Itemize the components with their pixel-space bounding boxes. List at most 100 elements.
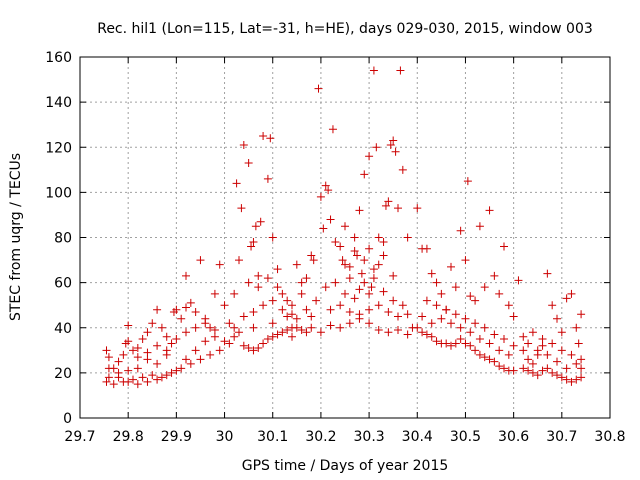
- data-point: [326, 321, 335, 330]
- data-point: [249, 346, 258, 355]
- data-point: [182, 355, 190, 364]
- x-tick-label: 30.4: [402, 429, 433, 445]
- data-point: [396, 66, 405, 75]
- data-point: [413, 204, 422, 213]
- y-tick-label: 40: [54, 321, 72, 337]
- data-point: [254, 283, 263, 292]
- data-point: [572, 359, 581, 368]
- data-point: [403, 310, 412, 319]
- x-tick-label: 30.7: [546, 429, 577, 445]
- data-point: [355, 310, 364, 319]
- data-point: [268, 332, 277, 341]
- data-point: [350, 233, 359, 242]
- data-point: [422, 244, 431, 253]
- data-point: [500, 364, 508, 373]
- x-tick-label: 30.1: [257, 429, 288, 445]
- data-point: [230, 289, 239, 298]
- data-point: [381, 201, 390, 210]
- data-point: [384, 307, 393, 316]
- data-point: [201, 319, 210, 328]
- data-point: [292, 323, 301, 332]
- data-point: [263, 274, 272, 283]
- data-point: [398, 301, 407, 310]
- data-point: [557, 346, 566, 355]
- data-point: [129, 346, 137, 355]
- data-point: [456, 323, 465, 332]
- data-point: [278, 328, 287, 337]
- data-point: [153, 359, 162, 368]
- data-point: [466, 292, 475, 301]
- data-point: [437, 289, 446, 298]
- data-point: [297, 278, 306, 287]
- data-point: [148, 319, 157, 328]
- data-point: [307, 323, 316, 332]
- data-point: [244, 278, 253, 287]
- data-point: [365, 305, 374, 314]
- data-point: [567, 350, 576, 359]
- data-point: [418, 328, 427, 337]
- data-point: [210, 289, 219, 298]
- data-point: [307, 312, 316, 321]
- data-point: [543, 350, 552, 359]
- data-point: [230, 323, 239, 332]
- data-point: [302, 305, 311, 314]
- data-point: [379, 287, 388, 296]
- data-point: [220, 301, 229, 310]
- data-point: [369, 265, 378, 274]
- data-point: [432, 278, 441, 287]
- data-point: [326, 305, 335, 314]
- data-point: [567, 377, 576, 386]
- x-axis-title: GPS time / Days of year 2015: [242, 458, 449, 474]
- data-point: [182, 303, 190, 312]
- data-point: [249, 323, 258, 332]
- data-point: [102, 346, 111, 355]
- data-point: [543, 364, 552, 373]
- data-point: [418, 312, 427, 321]
- data-point: [345, 274, 354, 283]
- data-point: [124, 377, 133, 386]
- data-point: [553, 314, 561, 323]
- data-point: [574, 339, 583, 348]
- data-point: [210, 332, 219, 341]
- y-tick-label: 20: [54, 366, 72, 382]
- data-point: [509, 366, 518, 375]
- data-point: [153, 305, 162, 314]
- data-point: [463, 177, 472, 186]
- data-point: [374, 326, 383, 335]
- data-point: [263, 174, 272, 183]
- data-point: [389, 136, 398, 145]
- data-point: [533, 371, 542, 380]
- data-point: [572, 323, 581, 332]
- x-tick-label: 30.6: [498, 429, 529, 445]
- data-point: [239, 341, 248, 350]
- data-point: [504, 350, 513, 359]
- data-point: [509, 312, 518, 321]
- data-point: [384, 197, 393, 206]
- axis-ticks: 29.7 29.8 29.9 30 30.1 30.2 30.3 30.4 30.5 30.6 30…: [45, 50, 625, 445]
- data-point: [500, 335, 508, 344]
- data-point: [374, 260, 383, 269]
- data-point: [471, 346, 480, 355]
- data-point: [273, 265, 282, 274]
- data-point: [191, 346, 200, 355]
- data-point: [533, 346, 542, 355]
- data-point: [355, 285, 364, 294]
- data-point: [485, 206, 494, 215]
- data-point: [355, 206, 364, 215]
- data-point: [519, 364, 528, 373]
- data-point: [461, 314, 470, 323]
- data-point: [528, 328, 537, 337]
- data-point: [316, 328, 325, 337]
- data-point: [124, 366, 133, 375]
- data-point: [297, 289, 306, 298]
- data-point: [210, 326, 219, 335]
- data-point: [379, 238, 388, 247]
- data-point: [104, 373, 113, 382]
- data-point: [256, 217, 265, 226]
- grid: [80, 57, 610, 418]
- data-point: [172, 305, 181, 314]
- data-point: [104, 364, 113, 373]
- data-point: [143, 355, 152, 364]
- data-point: [365, 319, 374, 328]
